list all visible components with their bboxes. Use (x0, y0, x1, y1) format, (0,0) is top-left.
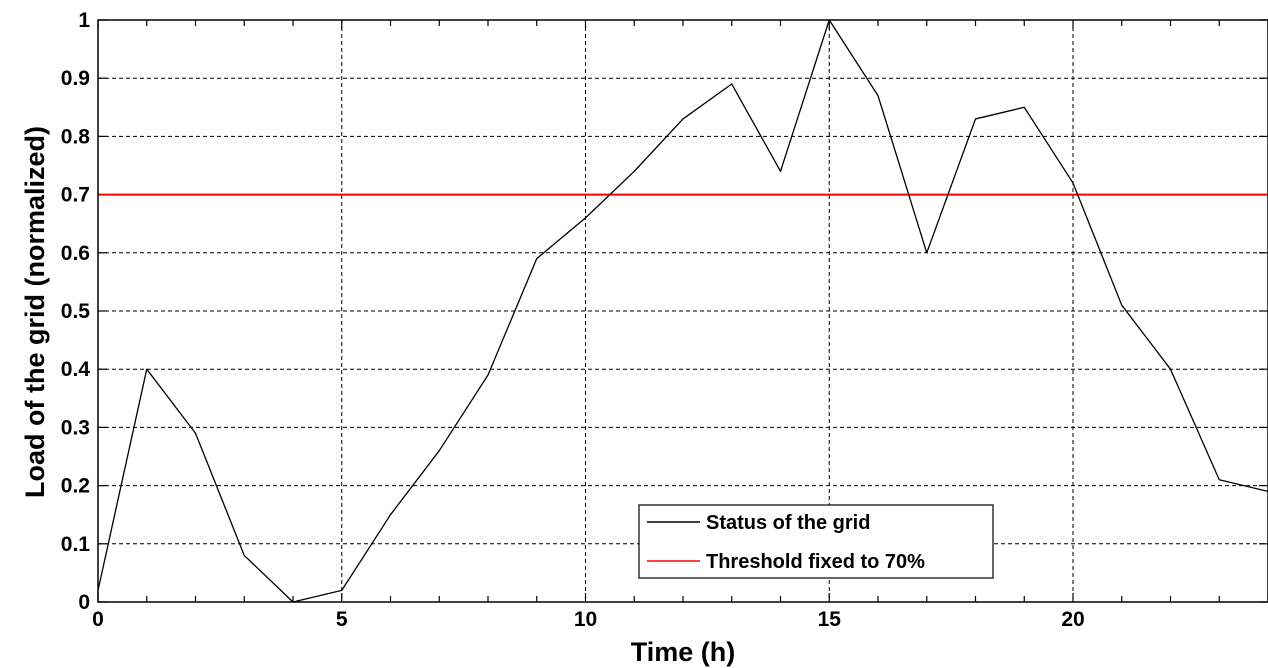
x-tick-label: 0 (92, 608, 104, 631)
y-tick-label: 0.2 (61, 475, 90, 498)
legend-label-status: Status of the grid (706, 512, 870, 534)
y-tick-label: 0.3 (61, 416, 90, 439)
legend-label-threshold: Threshold fixed to 70% (706, 551, 925, 573)
y-tick-label: 0.4 (61, 358, 91, 381)
plot-frame (97, 19, 1268, 603)
y-tick-labels: 0 0.1 0.2 0.3 0.4 0.5 0.6 0.7 0.8 0.9 1 (61, 9, 91, 614)
y-tick-label: 0 (78, 591, 90, 614)
x-tick-label: 5 (336, 608, 348, 631)
x-tick-label: 20 (1061, 608, 1084, 631)
y-tick-label: 0.8 (61, 125, 91, 148)
x-tick-label: 15 (818, 608, 842, 631)
x-axis-title: Time (h) (631, 637, 736, 667)
x-tick-labels: 0 5 10 15 20 (92, 608, 1085, 631)
y-axis-title: Load of the grid (normalized) (20, 126, 50, 498)
legend: Status of the grid Threshold fixed to 70… (638, 504, 994, 579)
x-tick-label: 10 (574, 608, 597, 631)
y-tick-label: 0.1 (61, 533, 91, 556)
y-tick-label: 1 (78, 9, 90, 32)
y-tick-label: 0.5 (61, 300, 91, 323)
y-tick-label: 0.7 (61, 184, 90, 207)
y-tick-label: 0.6 (61, 242, 90, 265)
y-tick-label: 0.9 (61, 67, 90, 90)
legend-box (638, 504, 994, 579)
